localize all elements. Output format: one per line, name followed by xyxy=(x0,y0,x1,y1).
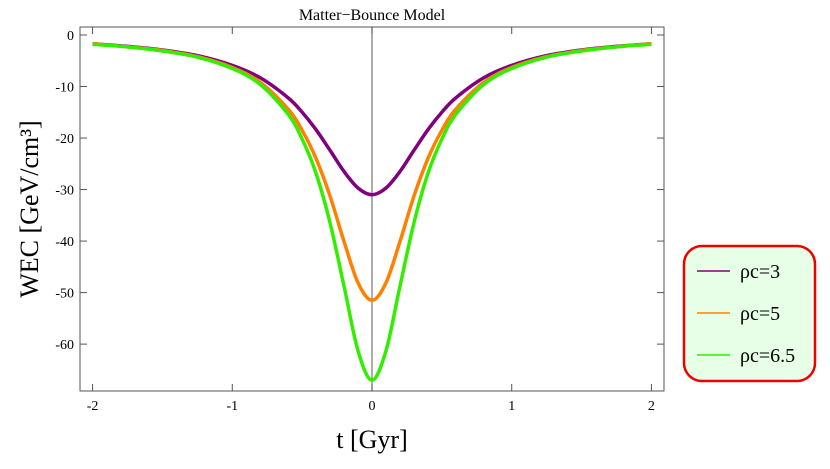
y-axis-label: WEC [GeV/cm³] xyxy=(15,120,44,297)
y-tick-label: -50 xyxy=(55,287,74,302)
x-tick-label: 1 xyxy=(508,399,515,414)
y-tick-label: 0 xyxy=(67,29,74,44)
legend-label: ρc=5 xyxy=(740,303,780,325)
series-line xyxy=(92,41,652,197)
x-tick-label: -1 xyxy=(226,399,238,414)
legend-box xyxy=(682,244,817,383)
x-tick-label: 0 xyxy=(369,399,376,414)
y-tick-label: -60 xyxy=(55,338,74,353)
x-axis-label: t [Gyr] xyxy=(336,425,407,454)
y-tick-label: -20 xyxy=(55,132,74,147)
y-tick-label: -40 xyxy=(55,235,74,250)
series-line xyxy=(92,42,652,382)
x-tick-label: 2 xyxy=(648,399,655,414)
x-tick-label: -2 xyxy=(87,399,99,414)
legend-label: ρc=3 xyxy=(740,261,780,283)
y-tick-label: -10 xyxy=(55,81,74,96)
legend-label: ρc=6.5 xyxy=(740,345,795,367)
chart-title: Matter−Bounce Model xyxy=(299,7,446,24)
y-tick-label: -30 xyxy=(55,184,74,199)
